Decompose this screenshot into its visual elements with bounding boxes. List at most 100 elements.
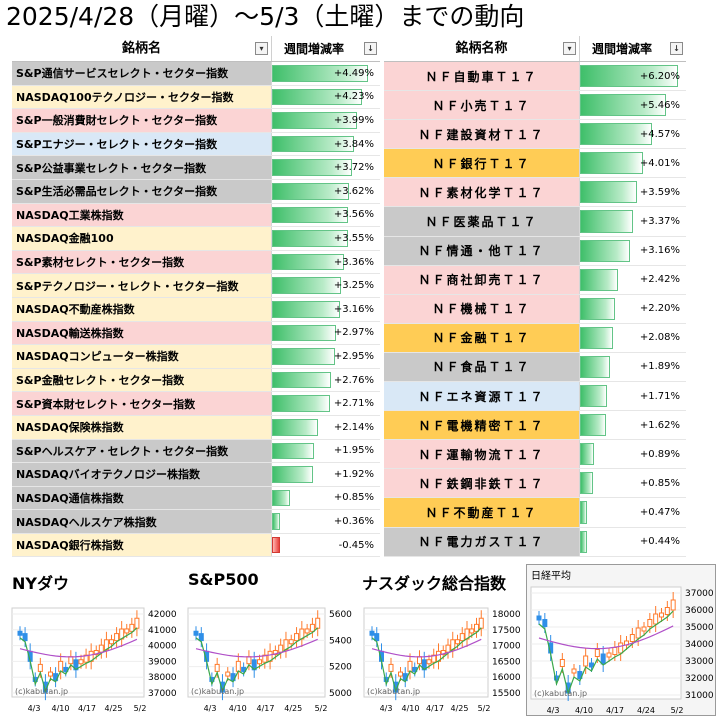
candle-body [664,607,670,615]
table-row[interactable]: S&P資本財セレクト・セクター指数 +2.71% [12,392,380,416]
candle-body [670,599,676,611]
change-value: +2.08% [639,332,680,344]
candle-body [278,644,284,653]
candle-body [559,659,565,667]
change-cell: +4.57% [580,120,686,149]
table-row[interactable]: ＮＦ素材化学Ｔ１７ +3.59% [384,178,686,208]
table-row[interactable]: S&Pヘルスケア・セレクト・セクター指数 +1.95% [12,439,380,464]
x-tick-label: 5/2 [671,706,684,715]
table-row[interactable]: ＮＦ情通・他Ｔ１７ +3.16% [384,236,686,266]
change-value: +2.76% [333,374,374,386]
table-row[interactable]: S&P金融セレクト・セクター指数 +2.76% [12,368,380,393]
x-tick-label: 4/10 [229,704,247,713]
table-row[interactable]: NASDAQ通信株指数 +0.85% [12,486,380,511]
y-tick-label: 41000 [148,626,177,636]
change-value: +4.01% [639,157,680,169]
table-row[interactable]: NASDAQ不動産株指数 +3.16% [12,297,380,322]
positive-data-bar [580,472,594,495]
candle-body [58,660,64,672]
table-row[interactable]: ＮＦ自動車Ｔ１７ +6.20% [384,62,686,92]
change-value: +0.44% [639,536,680,548]
table-row[interactable]: NASDAQ輸送株指数 +2.97% [12,321,380,346]
positive-data-bar [272,159,352,176]
table-row[interactable]: ＮＦ商社卸売Ｔ１７ +2.42% [384,265,686,295]
column-header-name[interactable]: 銘柄名称 ▾ [384,36,580,61]
sort-filter-icon[interactable]: ↓ [670,42,683,55]
table-row[interactable]: ＮＦ金融Ｔ１７ +2.08% [384,323,686,353]
sector-name-cell: S&P生活必需品セレクト・セクター指数 [12,179,272,203]
change-value: +1.95% [333,445,374,457]
table-row[interactable]: ＮＦ機械Ｔ１７ +2.20% [384,294,686,324]
column-header-name-label: 銘柄名 [121,41,161,56]
filter-dropdown-icon[interactable]: ▾ [255,42,268,55]
column-header-change[interactable]: 週間増減率 ↓ [272,36,380,61]
table-row[interactable]: ＮＦ食品Ｔ１７ +1.89% [384,352,686,383]
table-row[interactable]: S&P公益事業セレクト・セクター指数 +3.72% [12,156,380,180]
change-value: +5.46% [639,99,680,111]
moving-average-short [371,627,482,693]
positive-data-bar [580,123,653,146]
mini-chart-nikkei[interactable]: 日経平均 37000 36000 35000 34000 33000 32000 31000 4… [526,564,716,716]
table-row[interactable]: S&P生活必需品セレクト・セクター指数 +3.62% [12,179,380,204]
positive-data-bar [580,530,587,553]
table-row[interactable]: S&P一般消費財セレクト・セクター指数 +3.99% [12,109,380,133]
y-tick-label: 15500 [492,689,521,699]
column-header-name[interactable]: 銘柄名 ▾ [12,36,272,61]
table-row[interactable]: NASDAQ100テクノロジー・セクター指数 +4.23% [12,85,380,110]
table-row[interactable]: NASDAQ金融100 +3.55% [12,227,380,251]
mini-chart-dow[interactable]: 42000 41000 40000 39000 38000 37000 4/3 4/10 4/1… [8,600,180,715]
table-row[interactable]: NASDAQ工業株指数 +3.56% [12,203,380,228]
table-row[interactable]: ＮＦ鉄鋼非鉄Ｔ１７ +0.85% [384,469,686,499]
sector-name-cell: NASDAQヘルスケア株指数 [12,510,272,533]
change-cell: +1.95% [272,439,380,463]
table-row[interactable]: ＮＦエネ資源Ｔ１７ +1.71% [384,382,686,412]
sector-name-cell: NASDAQ保険株指数 [12,415,272,439]
chart-credit: (c)kabutan.jp [15,687,68,696]
table-row[interactable]: NASDAQコンピューター株指数 +2.95% [12,345,380,369]
candle-body [417,656,422,665]
candle-body [37,663,43,672]
sector-name-cell: NASDAQ輸送株指数 [12,321,272,345]
candlestick-chart: 5600 5400 5200 5000 4/3 4/10 4/17 4/25 5/2 (c)kab… [187,607,352,713]
mini-chart-sp500[interactable]: 5600 5400 5200 5000 4/3 4/10 4/17 4/25 5/2 (c)kab… [184,600,356,715]
candle-body [618,642,624,654]
table-row[interactable]: S&Pテクノロジー・セレクト・セクター指数 +3.25% [12,274,380,298]
table-row[interactable]: S&P通信サービスセレクト・セクター指数 +4.49% [12,62,380,86]
sector-name-cell: ＮＦ電機精密Ｔ１７ [384,411,580,440]
sector-name-cell: ＮＦ建設資材Ｔ１７ [384,120,580,149]
change-cell: +2.08% [580,323,686,352]
table-row[interactable]: ＮＦ建設資材Ｔ１７ +4.57% [384,120,686,150]
x-tick-label: 4/3 [204,704,217,713]
table-row[interactable]: NASDAQ保険株指数 +2.14% [12,415,380,440]
mini-chart-nasdaq[interactable]: 18000 17500 17000 16500 16000 15500 4/3 4/10 4/1… [360,600,524,715]
positive-data-bar [272,230,348,247]
x-tick-label: 4/25 [451,704,469,713]
sector-name-cell: S&P金融セレクト・セクター指数 [12,368,272,392]
positive-data-bar [272,324,336,342]
change-value: +3.36% [333,256,374,268]
candle-body [600,653,606,665]
change-cell: +3.37% [580,207,686,236]
table-row[interactable]: S&P素材セレクト・セクター指数 +3.36% [12,250,380,275]
sort-filter-icon[interactable]: ↓ [364,42,377,55]
plot-area [530,586,682,700]
table-row[interactable]: ＮＦ不動産Ｔ１７ +0.47% [384,498,686,528]
table-row[interactable]: ＮＦ電機精密Ｔ１７ +1.62% [384,411,686,441]
change-cell: +0.89% [580,440,686,469]
chart-label-nikkei: 日経平均 [531,569,571,582]
y-tick-label: 42000 [148,610,177,620]
table-row[interactable]: S&Pエナジー・セレクト・セクター指数 +3.84% [12,132,380,157]
table-row[interactable]: NASDAQバイオテクノロジー株指数 +1.92% [12,463,380,487]
table-row[interactable]: ＮＦ電力ガスＴ１７ +0.44% [384,527,686,557]
table-row[interactable]: NASDAQヘルスケア株指数 +0.36% [12,510,380,534]
table-row[interactable]: NASDAQ銀行株指数 -0.45% [12,533,380,558]
filter-dropdown-icon[interactable]: ▾ [563,42,576,55]
positive-data-bar [272,418,318,436]
table-row[interactable]: ＮＦ運輸物流Ｔ１７ +0.89% [384,440,686,470]
table-row[interactable]: ＮＦ小売Ｔ１７ +5.46% [384,91,686,121]
table-row[interactable]: ＮＦ医薬品Ｔ１７ +3.37% [384,207,686,237]
positive-data-bar [580,385,608,408]
column-header-change[interactable]: 週間増減率 ↓ [580,36,686,61]
change-value: +3.56% [333,209,374,221]
table-row[interactable]: ＮＦ銀行Ｔ１７ +4.01% [384,149,686,179]
